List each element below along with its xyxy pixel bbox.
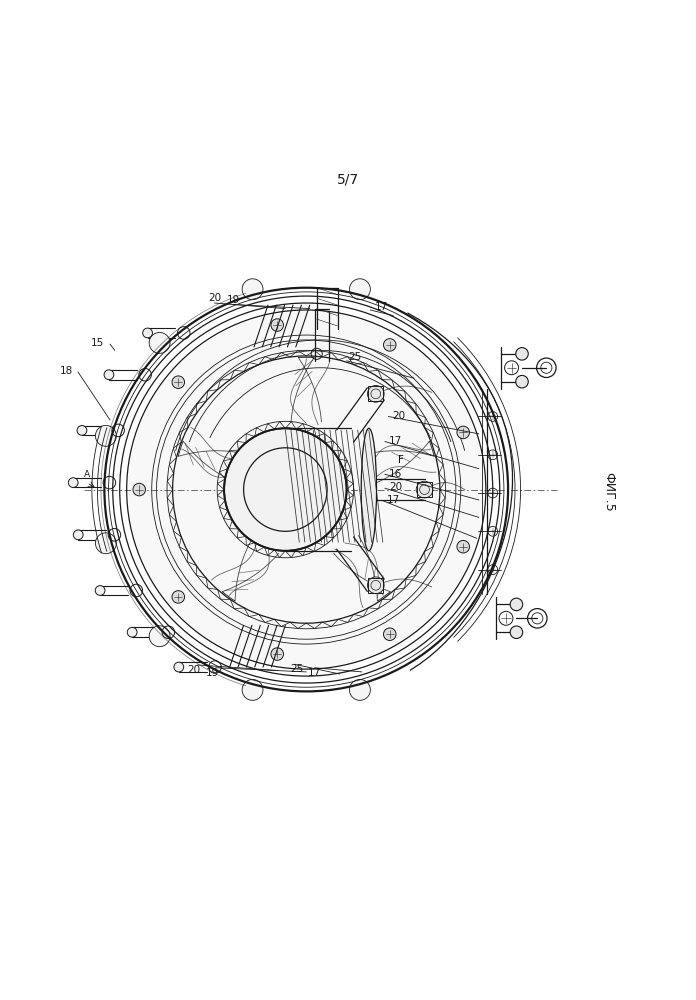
Circle shape xyxy=(149,626,170,647)
Circle shape xyxy=(349,279,370,300)
Circle shape xyxy=(128,311,484,668)
Circle shape xyxy=(95,533,116,554)
Text: 20: 20 xyxy=(389,482,402,492)
Circle shape xyxy=(457,426,470,439)
Circle shape xyxy=(172,591,184,603)
Text: A: A xyxy=(84,470,90,479)
Circle shape xyxy=(143,328,152,338)
Circle shape xyxy=(416,481,433,498)
Circle shape xyxy=(133,483,145,496)
Circle shape xyxy=(510,626,523,639)
Circle shape xyxy=(367,385,384,402)
Circle shape xyxy=(242,679,263,700)
Circle shape xyxy=(367,577,384,594)
Text: 19: 19 xyxy=(226,295,240,305)
Text: 15: 15 xyxy=(90,338,104,348)
Circle shape xyxy=(174,662,184,672)
Circle shape xyxy=(516,375,528,388)
Text: 17: 17 xyxy=(388,436,402,446)
Circle shape xyxy=(73,530,83,540)
Circle shape xyxy=(224,428,347,551)
Circle shape xyxy=(271,648,283,660)
Circle shape xyxy=(271,319,283,331)
Circle shape xyxy=(383,628,396,640)
Text: 20: 20 xyxy=(208,293,221,303)
Circle shape xyxy=(77,426,87,435)
Text: 17: 17 xyxy=(386,495,400,505)
Circle shape xyxy=(149,332,170,353)
Text: 18: 18 xyxy=(59,366,73,376)
Text: 16: 16 xyxy=(388,469,402,479)
Text: 20: 20 xyxy=(187,665,200,675)
Circle shape xyxy=(95,425,116,446)
Text: ФИГ.5: ФИГ.5 xyxy=(603,472,615,512)
Circle shape xyxy=(510,598,523,611)
Circle shape xyxy=(68,478,78,487)
Circle shape xyxy=(457,540,470,553)
Text: 20: 20 xyxy=(393,411,405,421)
Text: 19: 19 xyxy=(205,668,219,678)
Ellipse shape xyxy=(361,428,377,551)
Text: F: F xyxy=(398,455,404,465)
Circle shape xyxy=(95,586,105,595)
Circle shape xyxy=(172,376,184,388)
Circle shape xyxy=(349,679,370,700)
Text: 25: 25 xyxy=(348,352,362,362)
Text: 17: 17 xyxy=(374,302,388,312)
Circle shape xyxy=(516,348,528,360)
Circle shape xyxy=(383,339,396,351)
Text: 17: 17 xyxy=(308,668,322,678)
Text: 5/7: 5/7 xyxy=(337,173,359,187)
Circle shape xyxy=(104,370,114,380)
Text: 25: 25 xyxy=(290,664,304,674)
Circle shape xyxy=(127,627,137,637)
Circle shape xyxy=(242,279,263,300)
